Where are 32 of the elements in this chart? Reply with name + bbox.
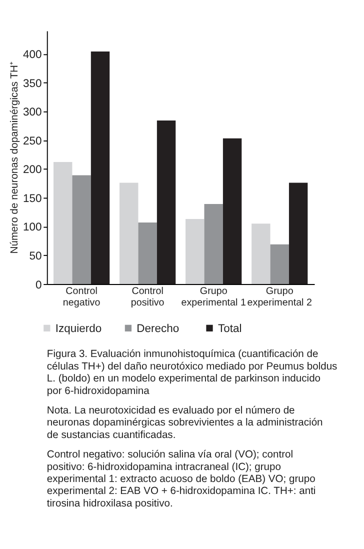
bar xyxy=(54,162,72,284)
bar xyxy=(186,218,204,284)
y-tick-label: 200 xyxy=(22,164,42,176)
text: Control negativo: solución salina vía oral (VO); control positivo: 6-hidroxidopamina intracraneal (IC); grupo experimental 1: extracto acuoso de boldo (EAB) VO; grupo experimental 2: EAB VO + 6-hidroxidopamina IC. TH+: anti tirosina hidroxilasa positivo. xyxy=(46,450,316,510)
text: Nota. La neurotoxicidad es evaluado por el número de neuronas dopaminérgicas sobrevivientes a la administración de sustancias cuantificadas. xyxy=(46,406,324,441)
bar xyxy=(138,222,157,284)
text: Figura 3. Evaluación inmunohistoquímica (cuantificación de células TH+) del daño neurotóxico mediado por Peumus boldus L. (boldo) en un modelo experimental de parkinson inducido por 6-hidroxidopamina xyxy=(46,349,338,397)
y-tick-label: 50 xyxy=(29,250,42,262)
y-tick-label: 350 xyxy=(22,78,42,90)
bar xyxy=(72,175,91,284)
x-tick-label: Control negativo xyxy=(62,286,101,309)
y-tick-label: 400 xyxy=(22,48,42,61)
y-tick-label: 100 xyxy=(22,222,42,234)
bar xyxy=(252,224,270,284)
bar xyxy=(156,120,176,284)
bar xyxy=(90,51,110,284)
bar xyxy=(120,182,138,284)
x-tick-label: Control positivo xyxy=(130,286,165,309)
bar xyxy=(204,204,223,284)
y-tick-label: 300 xyxy=(22,106,42,119)
y-tick-label: 0 xyxy=(35,279,42,292)
bar xyxy=(222,138,242,284)
x-tick-label: Grupo experimental 1 xyxy=(181,286,246,309)
x-tick-label: Grupo experimental 2 xyxy=(247,286,312,309)
y-axis-title: Número de neuronas dopaminérgicas TH⁺ xyxy=(9,61,20,254)
bar xyxy=(270,244,289,284)
legend-label: Total xyxy=(218,322,242,335)
bar xyxy=(288,182,308,284)
legend-label: Derecho xyxy=(136,322,180,335)
y-tick-label: 250 xyxy=(22,135,42,148)
y-tick-label: 150 xyxy=(22,192,42,205)
legend-label: Izquierdo xyxy=(55,322,102,335)
